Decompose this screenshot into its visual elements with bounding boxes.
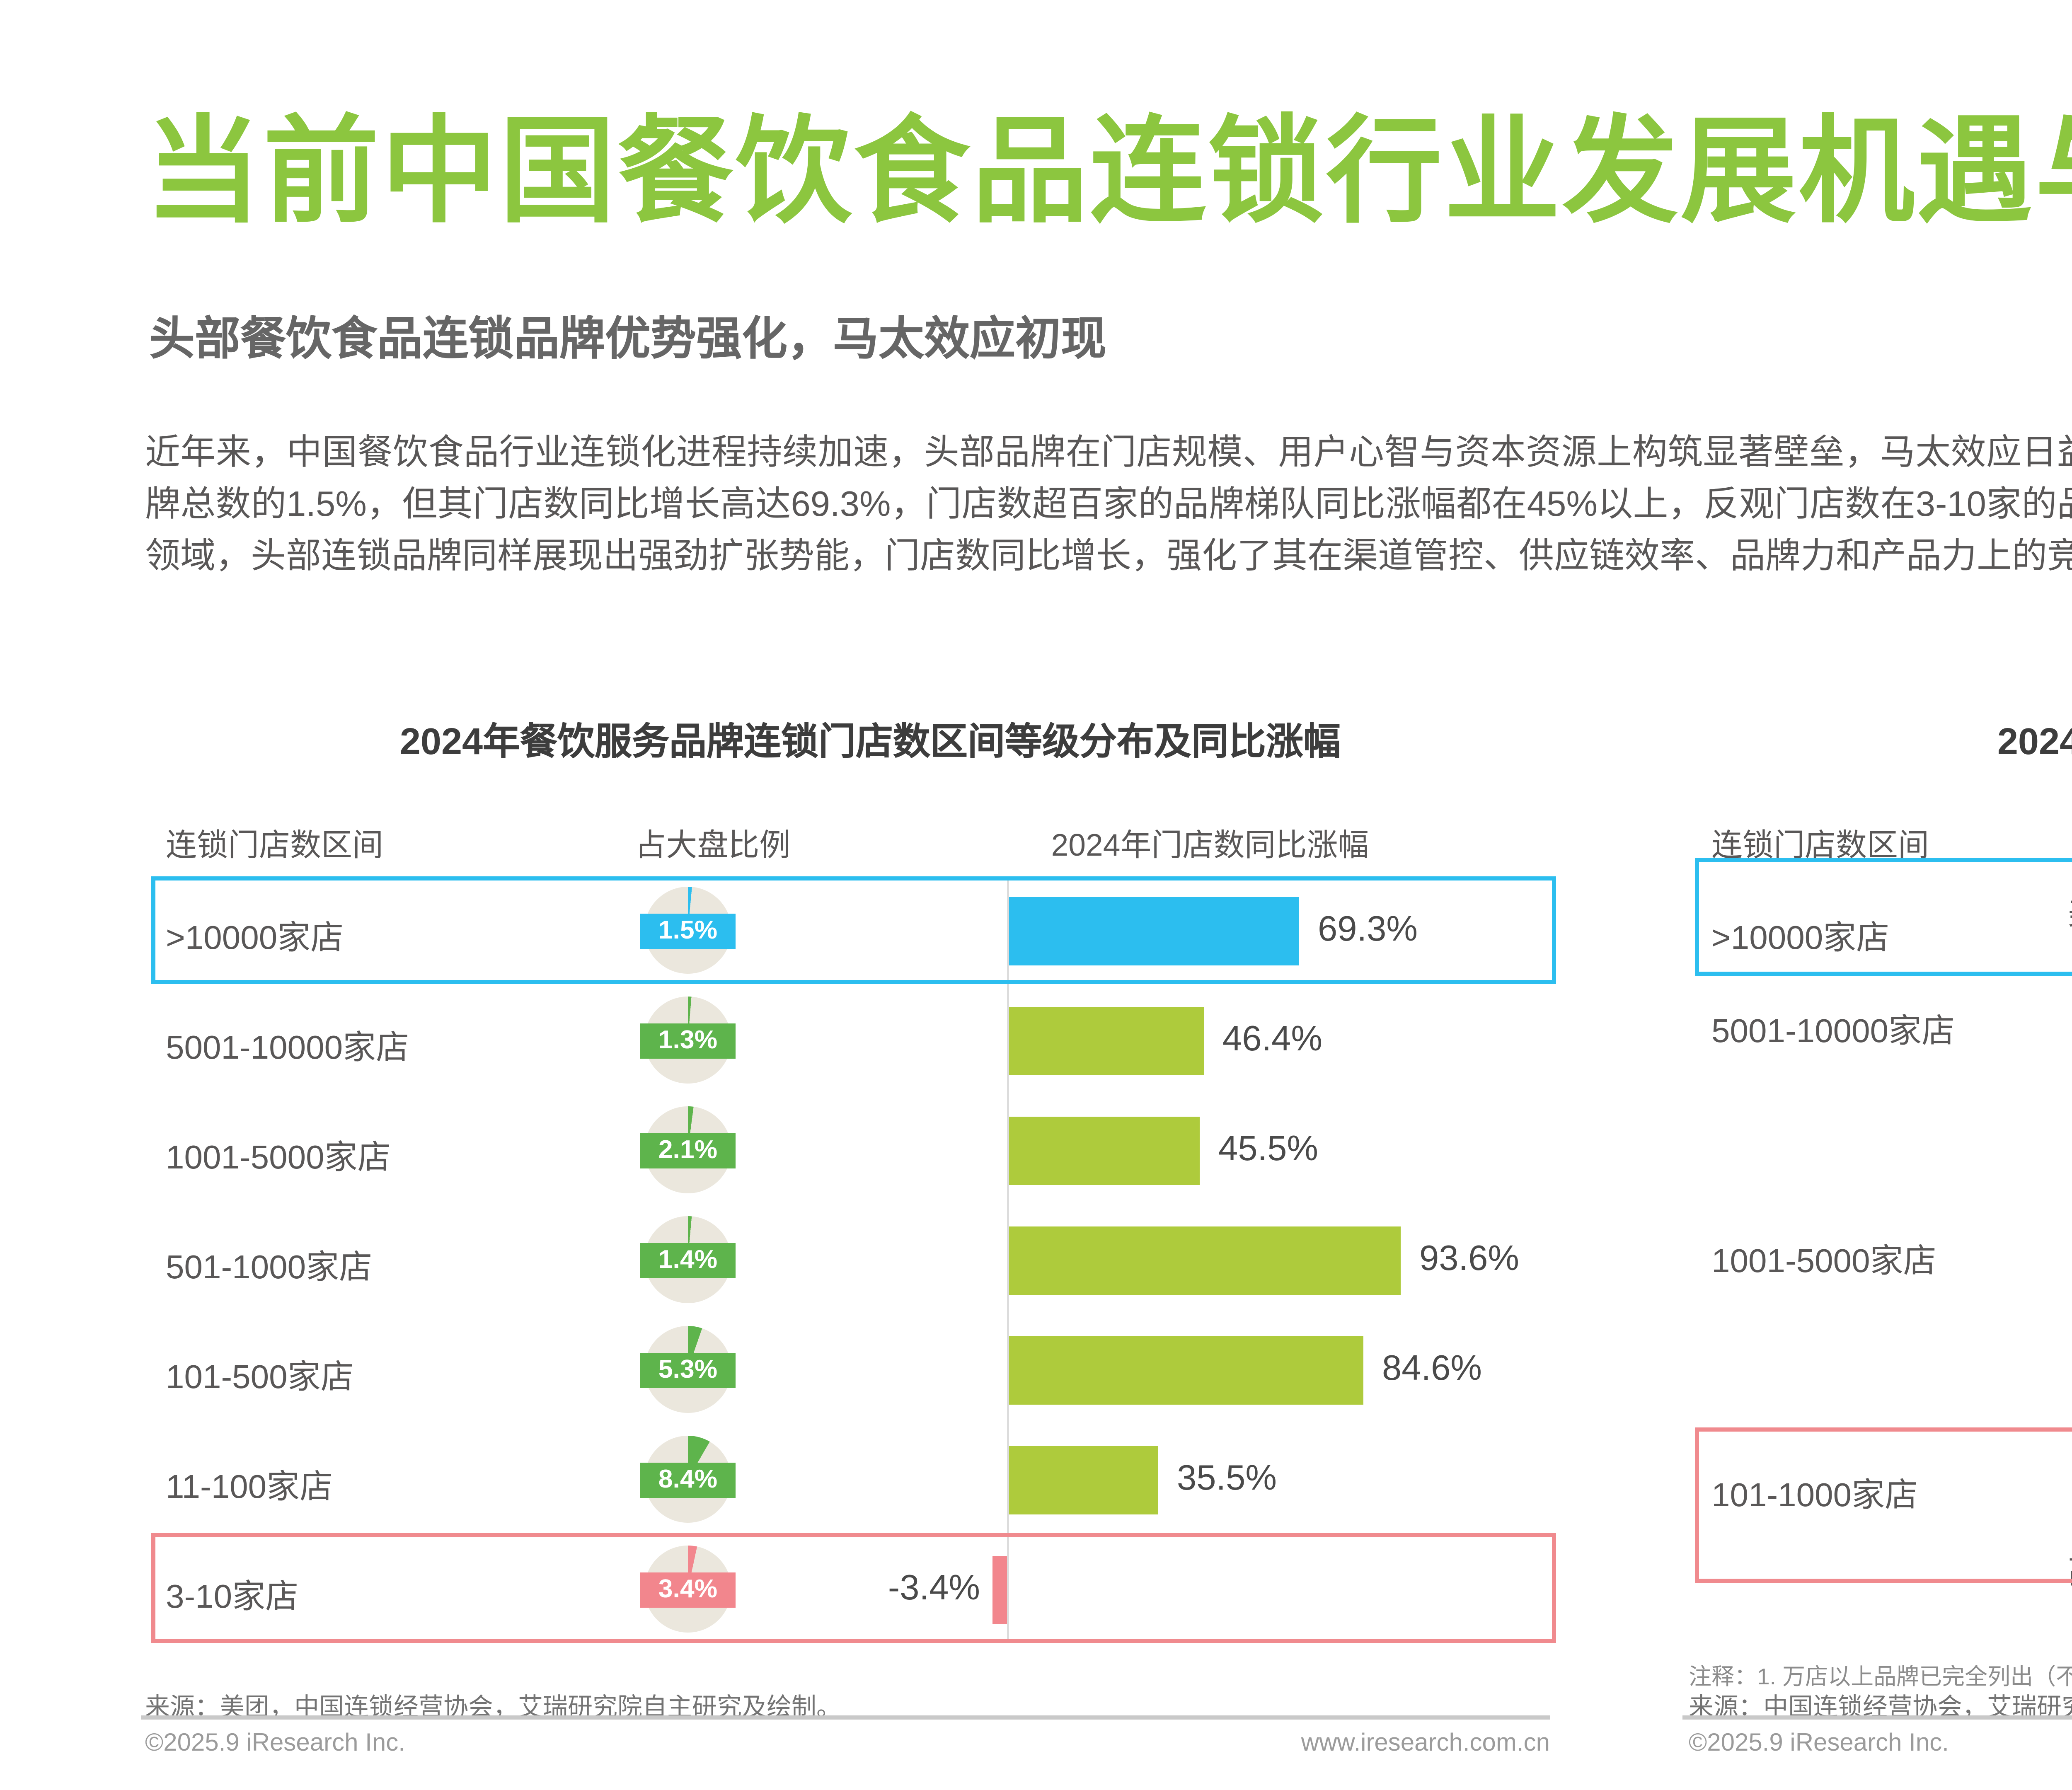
left-row-growth-value: 46.4%	[1222, 1019, 1323, 1059]
left-col-header-range: 连锁门店数区间	[166, 829, 384, 864]
left-row-growth-value: 84.6%	[1382, 1349, 1482, 1388]
left-row-range: 1001-5000家店	[166, 1142, 391, 1177]
left-row-share-badge: 1.5%	[640, 914, 736, 949]
left-row-range: >10000家店	[166, 922, 344, 957]
left-chart-axis	[1007, 876, 1009, 1643]
left-row-bar	[1009, 1446, 1158, 1514]
left-row-bar	[1009, 1117, 1200, 1185]
right-row-region: 1001-5000家店	[1711, 1245, 1936, 1280]
right-row-region: 101-1000家店	[1711, 1479, 1918, 1514]
left-row-range: 11-100家店	[166, 1471, 333, 1506]
left-col-header-share: 占大盘比例	[635, 829, 791, 864]
right-row-region: 5001-10000家店	[1711, 1015, 1955, 1050]
right-row-brand: 罗森	[1958, 1003, 2072, 1044]
left-row-range: 101-500家店	[166, 1361, 354, 1396]
left-row-bar	[1009, 1007, 1203, 1075]
left-row-range: 501-1000家店	[166, 1251, 373, 1287]
left-row-share-badge: 1.4%	[640, 1243, 736, 1278]
left-chart-title: 2024年餐饮服务品牌连锁门店数区间等级分布及同比涨幅	[399, 721, 1341, 762]
more-rows-ellipsis: ...	[2010, 1394, 2072, 1436]
right-row-brand: 沃尔玛	[1958, 1467, 2072, 1508]
left-row-growth-value: 35.5%	[1177, 1459, 1277, 1498]
website-left: www.iresearch.com.cn	[1301, 1728, 1550, 1757]
right-row-brand: 联华超市	[1958, 1233, 2072, 1274]
right-row-brand: 锅圈食汇	[1958, 926, 2072, 968]
left-row-share-badge: 3.4%	[640, 1572, 736, 1608]
right-row-brand: 百果园	[1958, 1090, 2072, 1131]
left-row-share-badge: 1.3%	[640, 1023, 736, 1059]
right-row-region: >10000家店	[1711, 922, 1890, 957]
left-row-growth-value: 69.3%	[1318, 910, 1418, 949]
right-col-header-range: 连锁门店数区间	[1711, 829, 1929, 864]
left-row-growth-value: 45.5%	[1218, 1129, 1319, 1168]
left-row-growth-value: 93.6%	[1419, 1239, 1520, 1278]
left-row-range: 3-10家店	[166, 1581, 299, 1616]
left-row-bar	[992, 1556, 1007, 1624]
right-row-brand: 华润万家	[1958, 1320, 2072, 1361]
left-col-header-growth: 2024年门店数同比涨幅	[1051, 829, 1369, 864]
right-row-brand: 美宜佳、鸣鸣很忙、	[1958, 885, 2072, 932]
left-row-share-badge: 2.1%	[640, 1133, 736, 1168]
left-row-bar	[1009, 897, 1299, 965]
copyright-right: ©2025.9 iResearch Inc.	[1689, 1728, 1949, 1757]
page-subtitle: 头部餐饮食品连锁品牌优势强化，马太效应初现	[149, 313, 1107, 365]
footer-divider-left	[141, 1715, 1550, 1720]
left-row-growth-value: -3.4%	[888, 1568, 980, 1608]
copyright-left: ©2025.9 iResearch Inc.	[145, 1728, 405, 1757]
right-row-brand: 高鑫零售（大润发）	[1958, 1543, 2072, 1591]
more-rows-ellipsis: ...	[2010, 1162, 2072, 1204]
left-row-share-badge: 8.4%	[640, 1463, 736, 1498]
right-chart-title: 2024年食品零售品牌连锁门店数及同比涨幅	[1997, 721, 2072, 762]
left-row-bar	[1009, 1336, 1363, 1405]
left-row-bar	[1009, 1226, 1401, 1295]
footer-divider-right	[1682, 1715, 2072, 1720]
page-title: 当前中国餐饮食品连锁行业发展机遇与挑战	[145, 106, 2072, 236]
body-paragraph: 近年来，中国餐饮食品行业连锁化进程持续加速，头部品牌在门店规模、用户心智与资本资…	[145, 433, 2072, 576]
left-row-range: 5001-10000家店	[166, 1032, 409, 1067]
left-row-share-badge: 5.3%	[640, 1353, 736, 1388]
right-chart-note: 注释：1. 万店以上品牌已完全列出（不包含石油系），其他门店数区间的品牌仅展示区…	[1689, 1666, 2072, 1691]
